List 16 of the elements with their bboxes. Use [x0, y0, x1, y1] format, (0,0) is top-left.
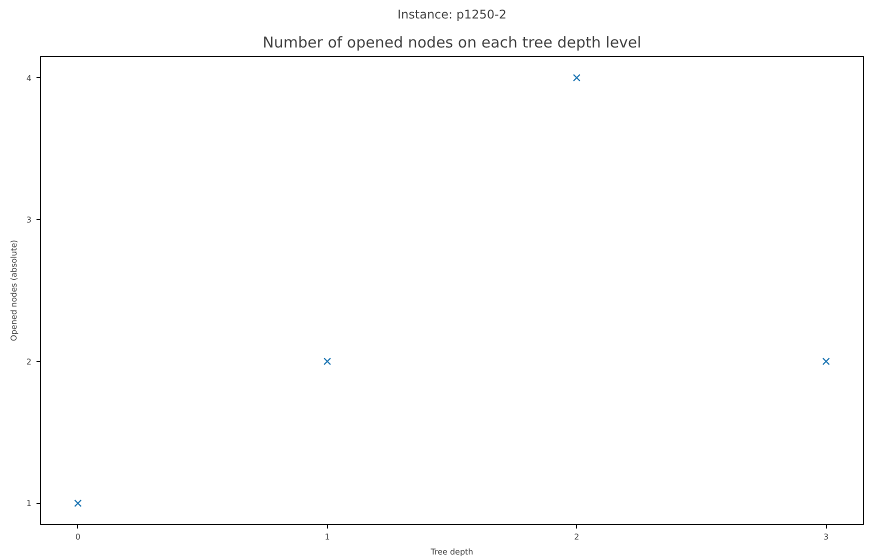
x-tick-label: 1 [324, 532, 330, 542]
x-tick-label: 0 [75, 532, 80, 542]
x-tick-label: 3 [824, 532, 829, 542]
chart-subtitle: Number of opened nodes on each tree depth level [262, 34, 642, 52]
chart-title: Instance: p1250-2 [397, 8, 507, 22]
x-axis-title: Tree depth [430, 548, 474, 556]
y-tick-label: 4 [26, 74, 32, 83]
point [572, 74, 580, 82]
point [324, 358, 332, 366]
point [822, 358, 830, 366]
y-tick-label: 2 [26, 357, 32, 366]
y-tick-label: 3 [26, 216, 32, 225]
point [74, 499, 82, 508]
y-tick-label: 1 [26, 499, 32, 508]
x-tick-label: 2 [574, 532, 580, 542]
y-axis-title: Opened nodes (absolute) [9, 240, 18, 342]
